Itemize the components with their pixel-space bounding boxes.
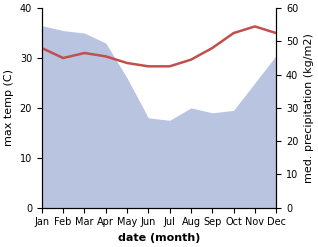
Y-axis label: max temp (C): max temp (C) xyxy=(4,69,14,146)
Y-axis label: med. precipitation (kg/m2): med. precipitation (kg/m2) xyxy=(304,33,314,183)
X-axis label: date (month): date (month) xyxy=(118,233,200,243)
